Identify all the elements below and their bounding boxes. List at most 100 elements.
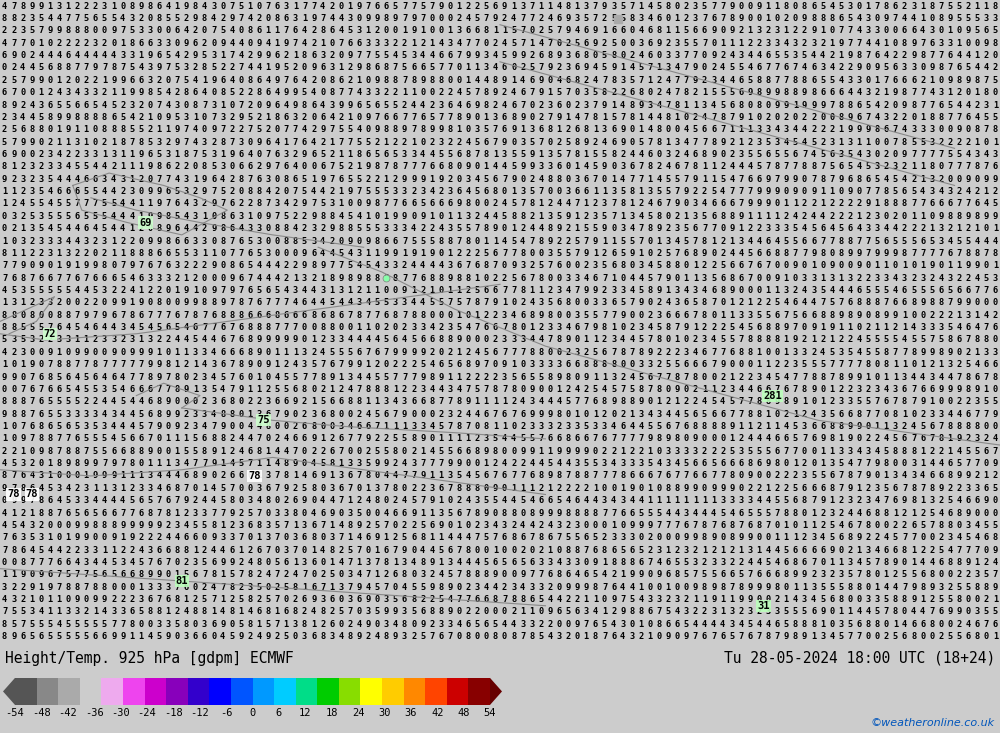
Text: 6: 6 xyxy=(729,261,734,270)
Text: 8: 8 xyxy=(11,397,16,406)
Text: 6: 6 xyxy=(711,212,716,221)
Text: 1: 1 xyxy=(984,1,989,11)
Text: 3: 3 xyxy=(911,1,916,11)
Text: 4: 4 xyxy=(375,336,380,345)
Text: 9: 9 xyxy=(820,496,825,505)
Text: 2: 2 xyxy=(829,51,834,60)
Text: 8: 8 xyxy=(820,14,825,23)
Text: 5: 5 xyxy=(975,26,980,35)
Text: 5: 5 xyxy=(393,1,398,11)
Text: 0: 0 xyxy=(675,1,680,11)
Text: 0: 0 xyxy=(338,51,344,60)
Text: 0: 0 xyxy=(511,446,516,456)
Text: 6: 6 xyxy=(166,249,171,258)
Text: 1: 1 xyxy=(247,385,253,394)
Text: 7: 7 xyxy=(520,100,525,109)
Text: 4: 4 xyxy=(466,534,471,542)
Text: 0: 0 xyxy=(584,298,589,307)
Text: 7: 7 xyxy=(202,570,207,579)
Text: 2: 2 xyxy=(920,545,925,555)
Text: 9: 9 xyxy=(856,422,862,431)
Text: 1: 1 xyxy=(84,125,89,134)
Text: 8: 8 xyxy=(120,138,125,147)
Text: 7: 7 xyxy=(129,509,134,517)
Text: 5: 5 xyxy=(66,286,71,295)
Text: 8: 8 xyxy=(166,509,171,517)
Text: 7: 7 xyxy=(929,435,934,443)
Text: 6: 6 xyxy=(693,360,698,369)
Text: 4: 4 xyxy=(29,113,34,122)
Text: 1: 1 xyxy=(829,336,834,345)
Text: 3: 3 xyxy=(275,199,280,208)
Text: 4: 4 xyxy=(56,174,62,184)
Text: 2: 2 xyxy=(784,471,789,480)
Text: 1: 1 xyxy=(20,249,25,258)
Text: 5: 5 xyxy=(347,26,353,35)
Text: 4: 4 xyxy=(984,237,989,246)
Text: 9: 9 xyxy=(229,286,234,295)
Text: 8: 8 xyxy=(275,311,280,320)
Text: 5: 5 xyxy=(147,138,153,147)
Text: 4: 4 xyxy=(66,224,71,233)
Text: 2: 2 xyxy=(520,422,525,431)
Text: 5: 5 xyxy=(775,496,780,505)
Text: 7: 7 xyxy=(293,187,298,196)
Text: 1: 1 xyxy=(593,372,598,382)
Text: 4: 4 xyxy=(211,484,216,493)
Text: 5: 5 xyxy=(875,286,880,295)
Text: 8: 8 xyxy=(602,360,607,369)
Bar xyxy=(188,678,209,705)
Text: 1: 1 xyxy=(829,385,834,394)
Text: 4: 4 xyxy=(811,595,816,604)
Text: 5: 5 xyxy=(602,51,607,60)
Text: 2: 2 xyxy=(611,608,616,616)
Text: 0: 0 xyxy=(193,397,198,406)
Text: 6: 6 xyxy=(684,311,689,320)
Text: 6: 6 xyxy=(584,534,589,542)
Text: 1: 1 xyxy=(520,125,525,134)
Text: 2: 2 xyxy=(656,88,662,97)
Text: 6: 6 xyxy=(611,583,616,592)
Text: 1: 1 xyxy=(493,150,498,159)
Text: 1: 1 xyxy=(284,348,289,357)
Text: 2: 2 xyxy=(966,397,971,406)
Text: 4: 4 xyxy=(129,212,134,221)
Text: 1: 1 xyxy=(584,632,589,641)
Text: 3: 3 xyxy=(56,1,62,11)
Text: 1: 1 xyxy=(129,174,134,184)
Text: 1: 1 xyxy=(620,446,625,456)
Text: 8: 8 xyxy=(484,150,489,159)
Text: 6: 6 xyxy=(129,608,134,616)
Text: 6: 6 xyxy=(93,174,98,184)
Text: 5: 5 xyxy=(784,150,789,159)
Text: 7: 7 xyxy=(47,323,53,332)
Text: 4: 4 xyxy=(320,100,325,109)
Text: 5: 5 xyxy=(711,459,716,468)
Text: 5: 5 xyxy=(529,187,534,196)
Text: 3: 3 xyxy=(156,39,162,48)
Text: 2: 2 xyxy=(456,410,462,419)
Text: 0: 0 xyxy=(856,323,862,332)
Text: 4: 4 xyxy=(275,446,280,456)
Text: 1: 1 xyxy=(320,39,325,48)
Text: 9: 9 xyxy=(156,422,162,431)
Text: 1: 1 xyxy=(129,471,134,480)
Text: 7: 7 xyxy=(338,88,344,97)
Text: 7: 7 xyxy=(375,113,380,122)
Text: 4: 4 xyxy=(656,100,662,109)
Text: 0: 0 xyxy=(493,608,498,616)
Text: 9: 9 xyxy=(956,435,962,443)
Text: 7: 7 xyxy=(275,410,280,419)
Text: 5: 5 xyxy=(838,632,844,641)
Text: 9: 9 xyxy=(747,595,753,604)
Text: 4: 4 xyxy=(747,51,753,60)
Text: 1: 1 xyxy=(775,286,780,295)
Text: 0: 0 xyxy=(338,620,344,629)
Text: 3: 3 xyxy=(866,446,871,456)
Text: 5: 5 xyxy=(938,336,944,345)
Text: 6: 6 xyxy=(893,64,898,73)
Text: 4: 4 xyxy=(856,336,862,345)
Text: 5: 5 xyxy=(511,163,516,172)
Text: 2: 2 xyxy=(475,249,480,258)
Text: 4: 4 xyxy=(575,26,580,35)
